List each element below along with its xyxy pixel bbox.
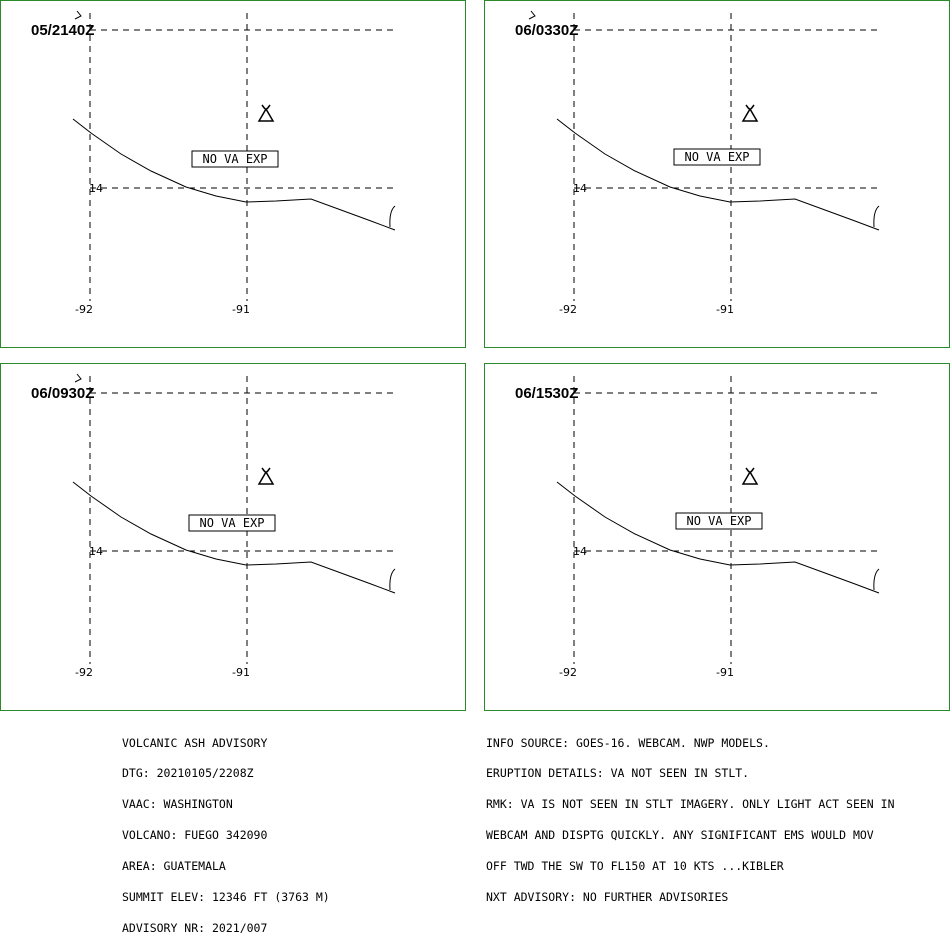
coast-fragment-right [389,205,396,228]
advisory-details-block: INFO SOURCE: GOES-16. WEBCAM. NWP MODELS… [486,717,895,913]
advisory-header-block: VOLCANIC ASH ADVISORY DTG: 20210105/2208… [122,717,330,944]
advisory-line: OFF TWD THE SW TO FL150 AT 10 KTS ...KIB… [486,859,784,874]
advisory-line: NXT ADVISORY: NO FURTHER ADVISORIES [486,890,729,905]
lon-label-91: -91 [232,666,250,679]
map-panel-2: NO VA EXP 06/0330Z 14 -92 -91 [484,0,950,348]
advisory-line: ERUPTION DETAILS: VA NOT SEEN IN STLT. [486,766,750,781]
advisory-line: DTG: 20210105/2208Z [122,766,254,781]
advisory-line: ADVISORY NR: 2021/007 [122,920,268,935]
lat-label-14: 14 [89,182,103,195]
coast-fragment-right [873,205,880,228]
advisory-line: VOLCANIC ASH ADVISORY [122,735,268,750]
advisory-line: WEBCAM AND DISPTG QUICKLY. ANY SIGNIFICA… [486,828,874,843]
panel-time: 06/0330Z [515,22,578,39]
coastline [556,118,880,231]
coastline [72,481,396,594]
coast-fragment-top [528,10,536,20]
advisory-line: INFO SOURCE: GOES-16. WEBCAM. NWP MODELS… [486,735,770,750]
lon-label-92: -92 [75,303,93,316]
map-panel-4: NO VA EXP 06/1530Z 14 -92 -91 [484,363,950,711]
map-canvas-1: NO VA EXP 05/2140Z 14 -92 -91 [31,10,397,316]
va-label-box [673,148,761,166]
volcano-triangle-icon [741,104,759,122]
map-canvas-4: NO VA EXP 06/1530Z 14 -92 -91 [515,376,881,679]
va-label: NO VA EXP [686,514,751,528]
va-label: NO VA EXP [684,150,749,164]
advisory-line: AREA: GUATEMALA [122,859,226,874]
va-label: NO VA EXP [199,516,264,530]
lon-label-92: -92 [559,666,577,679]
map-panel-3: NO VA EXP 06/0930Z 14 -92 -91 [0,363,466,711]
volcano-triangle-icon [257,467,275,485]
lon-label-92: -92 [559,303,577,316]
advisory-line: SUMMIT ELEV: 12346 FT (3763 M) [122,890,330,905]
lat-label-14: 14 [89,545,103,558]
lon-label-91: -91 [232,303,250,316]
lat-label-14: 14 [573,545,587,558]
lon-label-91: -91 [716,666,734,679]
coastline [72,118,396,231]
volcano-triangle-icon [257,104,275,122]
lat-label-14: 14 [573,182,587,195]
map-canvas-3: NO VA EXP 06/0930Z 14 -92 -91 [31,373,397,679]
coast-fragment-right [389,568,396,591]
va-label-box [191,150,279,168]
advisory-line: RMK: VA IS NOT SEEN IN STLT IMAGERY. ONL… [486,797,895,812]
va-label: NO VA EXP [202,152,267,166]
coast-fragment-right [873,568,880,591]
panel-time: 06/1530Z [515,385,578,402]
coast-fragment-top [74,373,82,383]
coastline [556,481,880,594]
map-panel-1: NO VA EXP 05/2140Z 14 -92 -91 [0,0,466,348]
map-canvas-2: NO VA EXP 06/0330Z 14 -92 -91 [515,10,881,316]
coast-fragment-top [74,10,82,20]
va-label-box [675,512,763,530]
va-label-box [188,514,276,532]
advisory-line: VAAC: WASHINGTON [122,797,233,812]
panel-time: 05/2140Z [31,22,94,39]
advisory-line: VOLCANO: FUEGO 342090 [122,828,268,843]
panel-time: 06/0930Z [31,385,94,402]
lon-label-91: -91 [716,303,734,316]
volcano-triangle-icon [741,467,759,485]
lon-label-92: -92 [75,666,93,679]
